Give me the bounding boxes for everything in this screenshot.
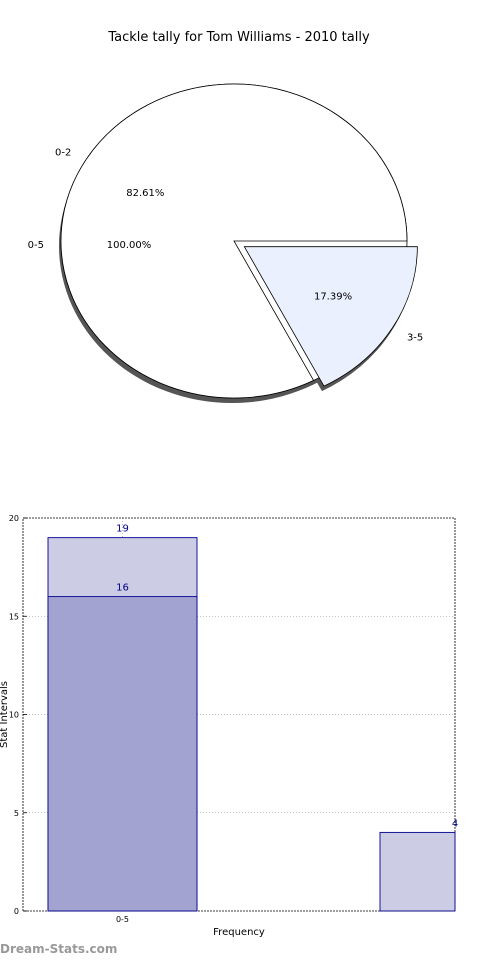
pie-category-label-0-2: 0-2 — [55, 147, 71, 158]
bar-plot-frame — [22, 517, 456, 912]
y-tick-label: 15 — [9, 612, 19, 621]
x-tick-label-0-5: 0-5 — [116, 915, 129, 924]
bar-labels: 19 16 4 — [116, 524, 458, 830]
pie-chart-title: Tackle tally for Tom Williams - 2010 tal… — [108, 30, 370, 45]
pie-percent-label-3-5: 17.39% — [314, 292, 352, 303]
y-tick-label: 5 — [14, 809, 19, 818]
x-axis-label: Frequency — [213, 927, 265, 938]
bar-value-label-19: 19 — [116, 524, 129, 535]
bar-value-label-4: 4 — [452, 818, 458, 829]
bar-value-label-16: 16 — [116, 583, 129, 594]
pie-slice-0-2 — [60, 83, 408, 399]
y-tick-label: 10 — [9, 711, 19, 720]
bar-4 — [379, 831, 456, 912]
bar-16 — [47, 596, 198, 912]
pie-percent-label-outer-0-5: 100.00% — [107, 240, 152, 251]
pie-chart: 82.61% 0-2 17.39% 3-5 0-5 100.00% — [28, 83, 423, 403]
bar-axes: 0 5 10 15 20 0-5 Frequency Stat Intervals — [0, 514, 456, 938]
y-tick-label: 0 — [14, 907, 19, 916]
pie-percent-label-0-2: 82.61% — [126, 188, 164, 199]
pie-category-label-outer-0-5: 0-5 — [28, 240, 44, 251]
y-axis-label: Stat Intervals — [0, 681, 10, 748]
pie-slice-3-5 — [243, 246, 418, 387]
pie-wedges — [60, 83, 418, 399]
bar-chart: 0 5 10 15 20 0-5 Frequency Stat Intervals 19 16 4 — [0, 514, 458, 938]
bar-marks — [47, 537, 456, 912]
watermark-logo: Dream-Stats.com — [0, 942, 118, 956]
pie-category-label-3-5: 3-5 — [407, 332, 423, 343]
y-tick-label: 20 — [9, 514, 19, 523]
